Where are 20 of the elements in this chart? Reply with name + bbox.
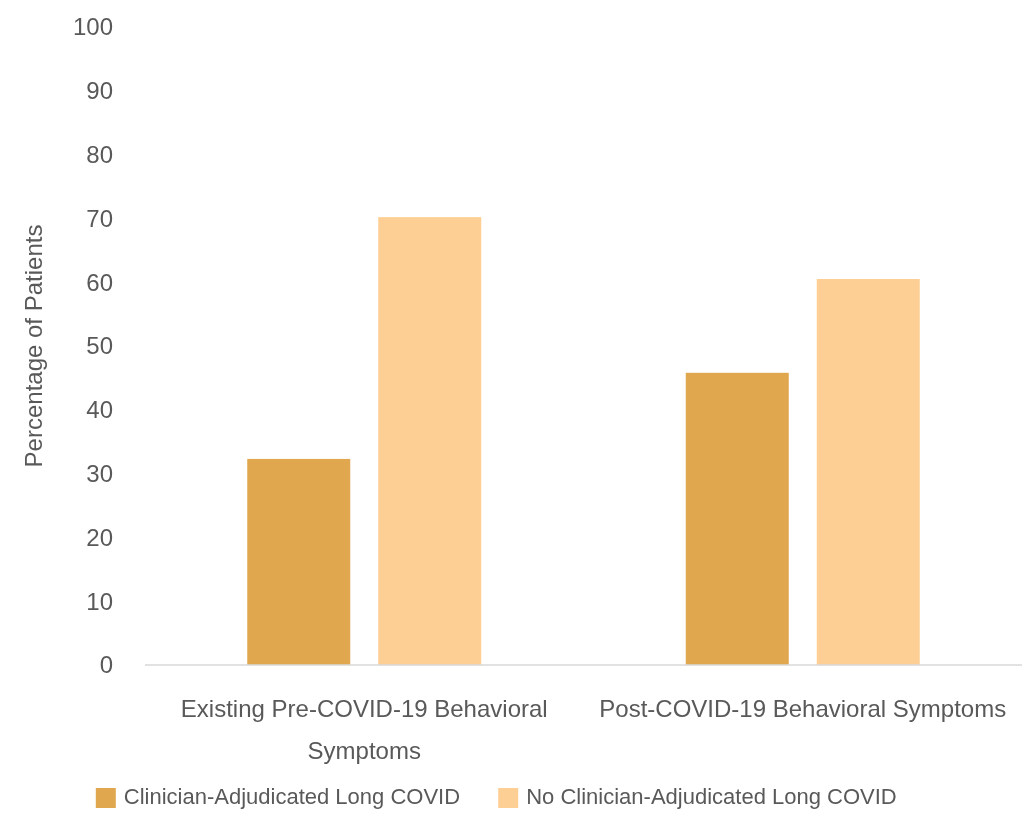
legend-label: Clinician-Adjudicated Long COVID <box>123 784 461 809</box>
y-tick-label: 0 <box>99 651 113 679</box>
bar <box>247 458 351 665</box>
bar <box>378 217 482 665</box>
x-tick-label: Existing Pre-COVID-19 Behavioral Symptoms <box>180 695 548 764</box>
bar <box>685 372 789 665</box>
y-tick-label: 20 <box>86 523 113 551</box>
y-axis-title: Percentage of Patients <box>20 224 47 468</box>
y-tick-label: 70 <box>86 204 113 232</box>
y-tick-label: 30 <box>86 460 113 487</box>
y-tick-label: 80 <box>86 141 113 168</box>
y-tick-label: 90 <box>86 77 113 105</box>
y-tick-label: 100 <box>72 13 113 41</box>
bar <box>816 279 920 665</box>
y-tick-label: 50 <box>86 332 113 360</box>
y-tick-label: 40 <box>86 396 113 424</box>
y-tick-label: 60 <box>86 268 113 296</box>
x-tick-label: Post-COVID-19 Behavioral Symptoms <box>599 695 1007 722</box>
legend-label: No Clinician-Adjudicated Long COVID <box>526 784 897 809</box>
y-tick-label: 10 <box>86 587 113 615</box>
